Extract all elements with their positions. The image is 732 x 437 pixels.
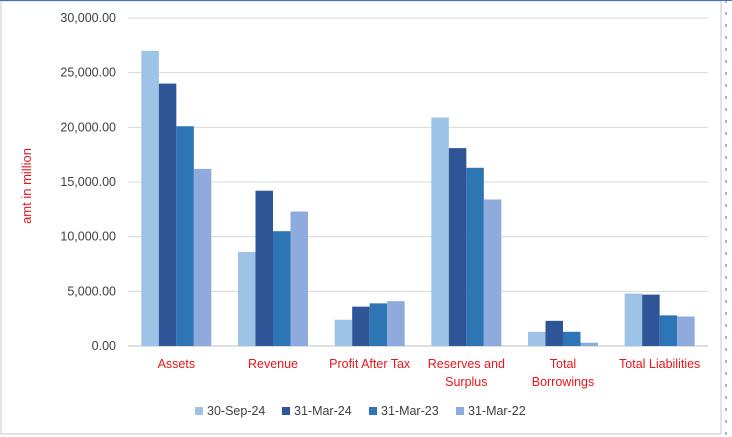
bar-31-mar-23-total-liabilities bbox=[659, 315, 678, 346]
y-tick-label: 25,000.00 bbox=[60, 66, 116, 80]
bar-31-mar-24-assets bbox=[158, 83, 177, 346]
legend-swatch bbox=[195, 407, 203, 415]
x-category-label: Reserves and bbox=[428, 357, 505, 371]
x-category-label: Borrowings bbox=[532, 375, 595, 389]
y-axis-ticks: 0.00 5,000.00 10,000.00 15,000.00 20,000.00 2… bbox=[60, 11, 116, 353]
bar-30-sep-24-total-borrowings bbox=[528, 331, 546, 346]
x-category-label: Assets bbox=[158, 357, 196, 371]
legend-swatch bbox=[369, 407, 377, 415]
y-tick-label: 20,000.00 bbox=[60, 120, 116, 134]
bar-31-mar-23-total-borrowings bbox=[563, 331, 581, 346]
x-category-label: Total bbox=[550, 357, 576, 371]
y-tick-label: 5,000.00 bbox=[67, 284, 116, 298]
bar-31-mar-24-reserves-and-surplus bbox=[448, 148, 467, 346]
bar-31-mar-23-reserves-and-surplus bbox=[466, 167, 484, 346]
x-category-label: Total Liabilities bbox=[619, 357, 700, 371]
y-tick-label: 30,000.00 bbox=[60, 11, 116, 25]
bar-31-mar-24-revenue bbox=[255, 190, 273, 346]
legend-swatch bbox=[456, 407, 464, 415]
bar-31-mar-24-profit-after-tax bbox=[352, 306, 370, 346]
bars-group bbox=[141, 50, 695, 347]
legend-label: 31-Mar-22 bbox=[468, 404, 526, 418]
bar-31-mar-23-assets bbox=[176, 126, 194, 347]
bar-30-sep-24-total-liabilities bbox=[624, 293, 643, 346]
y-axis-label: amt in million bbox=[19, 148, 34, 224]
legend-label: 31-Mar-23 bbox=[381, 404, 439, 418]
bar-31-mar-22-profit-after-tax bbox=[387, 301, 405, 346]
legend-label: 30-Sep-24 bbox=[207, 404, 265, 418]
bar-31-mar-22-total-borrowings bbox=[580, 342, 598, 346]
y-tick-label: 0.00 bbox=[92, 339, 116, 353]
y-tick-label: 10,000.00 bbox=[60, 230, 116, 244]
bar-30-sep-24-profit-after-tax bbox=[334, 319, 353, 346]
legend-label: 31-Mar-24 bbox=[294, 404, 352, 418]
x-axis-categories: Assets Revenue Profit After Tax Reserves an… bbox=[158, 357, 701, 389]
legend-swatch bbox=[282, 407, 290, 415]
legend: 30-Sep-24 31-Mar-24 31-Mar-23 31-Mar-22 bbox=[195, 404, 526, 418]
x-category-label: Profit After Tax bbox=[329, 357, 411, 371]
bar-30-sep-24-revenue bbox=[238, 251, 256, 346]
bar-31-mar-22-total-liabilities bbox=[677, 316, 695, 346]
bar-31-mar-24-total-borrowings bbox=[545, 320, 563, 346]
x-category-label: Revenue bbox=[248, 357, 298, 371]
bar-31-mar-22-revenue bbox=[290, 211, 308, 346]
bar-30-sep-24-assets bbox=[141, 50, 159, 347]
y-tick-label: 15,000.00 bbox=[60, 175, 116, 189]
bar-31-mar-23-revenue bbox=[273, 231, 291, 346]
bar-30-sep-24-reserves-and-surplus bbox=[431, 117, 449, 346]
bar-31-mar-22-assets bbox=[193, 168, 212, 346]
bar-31-mar-23-profit-after-tax bbox=[369, 303, 388, 346]
x-category-label: Surplus bbox=[445, 375, 487, 389]
bar-31-mar-24-total-liabilities bbox=[642, 294, 660, 346]
bar-31-mar-22-reserves-and-surplus bbox=[483, 199, 502, 346]
gridlines bbox=[128, 17, 708, 347]
